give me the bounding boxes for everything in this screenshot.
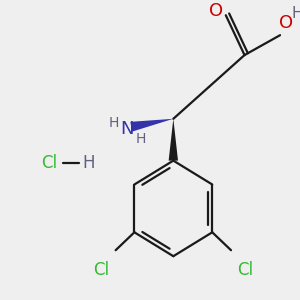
Text: O: O — [209, 2, 224, 20]
Polygon shape — [169, 119, 178, 160]
Text: H: H — [291, 6, 300, 21]
Text: H: H — [109, 116, 119, 130]
Text: H: H — [83, 154, 95, 172]
Text: H: H — [135, 132, 146, 146]
Text: N: N — [121, 120, 134, 138]
Text: Cl: Cl — [237, 261, 253, 279]
Text: O: O — [279, 14, 293, 32]
Text: Cl: Cl — [94, 261, 110, 279]
Polygon shape — [130, 119, 173, 132]
Text: Cl: Cl — [41, 154, 57, 172]
